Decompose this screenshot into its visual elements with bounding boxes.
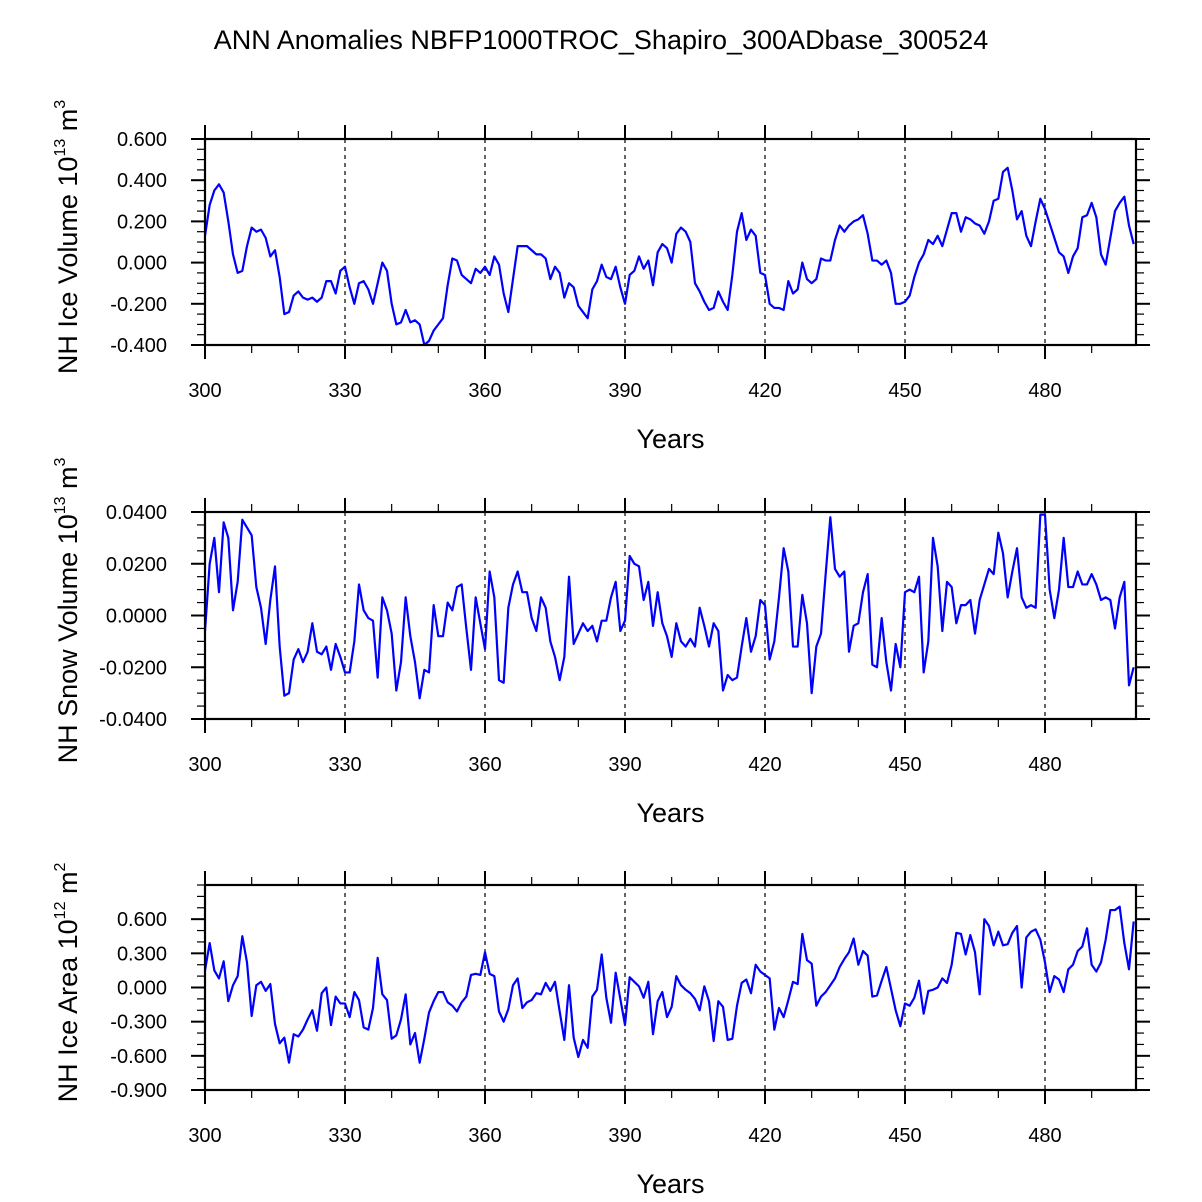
y-tick-label: 0.0400 (106, 502, 167, 524)
y-axis-title-exponent: 13 (52, 496, 69, 514)
y-tick-label: 0.600 (117, 129, 167, 151)
y-tick-label: 0.000 (117, 253, 167, 275)
panel-ice-area: 300 330 360 390 420 450 480 -0.900 -0.600 -0.300 0… (52, 863, 1150, 1199)
chart-title: ANN Anomalies NBFP1000TROC_Shapiro_300AD… (214, 25, 988, 55)
y-axis-title-unit: m (53, 872, 83, 902)
panel-snow-volume: 300 330 360 390 420 450 480 -0.0400 -0.0200 0.000… (52, 457, 1150, 828)
x-tick-label: 330 (328, 380, 361, 402)
x-tick-label: 330 (328, 1125, 361, 1147)
y-tick-label: -0.600 (110, 1046, 167, 1068)
y-tick-label: 0.0000 (106, 606, 167, 628)
x-tick-label: 420 (748, 380, 781, 402)
x-tick-label: 420 (748, 1125, 781, 1147)
panel-ice-volume: 300 330 360 390 420 450 480 -0.400 -0.200 0.000 0.… (52, 100, 1150, 454)
series-line-snow-volume (203, 513, 1135, 700)
x-tick-label: 450 (888, 380, 921, 402)
x-tick-label: 360 (468, 754, 501, 776)
series-line-ice-volume (203, 166, 1135, 347)
y-axis-title: NH Ice Volume 1013 m3 (52, 100, 83, 374)
y-tick-label: -0.300 (110, 1012, 167, 1034)
x-tick-label: 420 (748, 754, 781, 776)
y-axis-title-main: NH Snow Volume 10 (53, 514, 83, 763)
y-axis-title-main: NH Ice Volume 10 (53, 157, 83, 375)
x-tick-label: 390 (608, 1125, 641, 1147)
y-tick-label: 0.000 (117, 978, 167, 1000)
y-tick-label: 0.400 (117, 170, 167, 192)
panels: 300 330 360 390 420 450 480 -0.400 -0.200 0.000 0.… (52, 100, 1150, 1199)
series-line-ice-area (203, 905, 1135, 1064)
y-tick-label: 0.0200 (106, 554, 167, 576)
y-axis-title: NH Snow Volume 1013 m3 (52, 457, 83, 763)
x-tick-label: 300 (188, 1125, 221, 1147)
y-axis-title-exponent: 12 (52, 901, 69, 919)
y-tick-label: -0.400 (110, 335, 167, 357)
x-tick-label: 360 (468, 1125, 501, 1147)
y-axis-title-unit-exponent: 2 (52, 863, 69, 872)
x-axis-title: Years (636, 798, 704, 828)
y-tick-label: -0.0200 (99, 657, 167, 679)
y-axis-title-unit-exponent: 3 (52, 100, 69, 109)
x-tick-label: 330 (328, 754, 361, 776)
y-tick-label: 0.200 (117, 211, 167, 233)
y-tick-label: -0.900 (110, 1080, 167, 1102)
x-tick-label: 450 (888, 754, 921, 776)
x-tick-label: 480 (1028, 754, 1061, 776)
y-axis-title-main: NH Ice Area 10 (53, 919, 83, 1102)
y-axis-title-unit: m (53, 109, 83, 139)
x-tick-label: 390 (608, 380, 641, 402)
y-axis-title-unit: m (53, 466, 83, 496)
y-tick-label: 0.600 (117, 909, 167, 931)
x-tick-label: 480 (1028, 1125, 1061, 1147)
x-axis-title: Years (636, 1169, 704, 1199)
y-tick-label: 0.300 (117, 943, 167, 965)
x-tick-label: 360 (468, 380, 501, 402)
plot-frame (203, 883, 1138, 1092)
plot-frame (203, 137, 1138, 347)
y-axis-title-exponent: 13 (52, 139, 69, 157)
x-tick-label: 300 (188, 754, 221, 776)
y-axis-title-unit-exponent: 3 (52, 457, 69, 466)
y-axis-title: NH Ice Area 1012 m2 (52, 863, 83, 1103)
y-tick-label: -0.200 (110, 294, 167, 316)
x-axis-title: Years (636, 424, 704, 454)
x-tick-label: 450 (888, 1125, 921, 1147)
x-tick-label: 480 (1028, 380, 1061, 402)
x-tick-label: 300 (188, 380, 221, 402)
x-tick-label: 390 (608, 754, 641, 776)
y-tick-label: -0.0400 (99, 709, 167, 731)
